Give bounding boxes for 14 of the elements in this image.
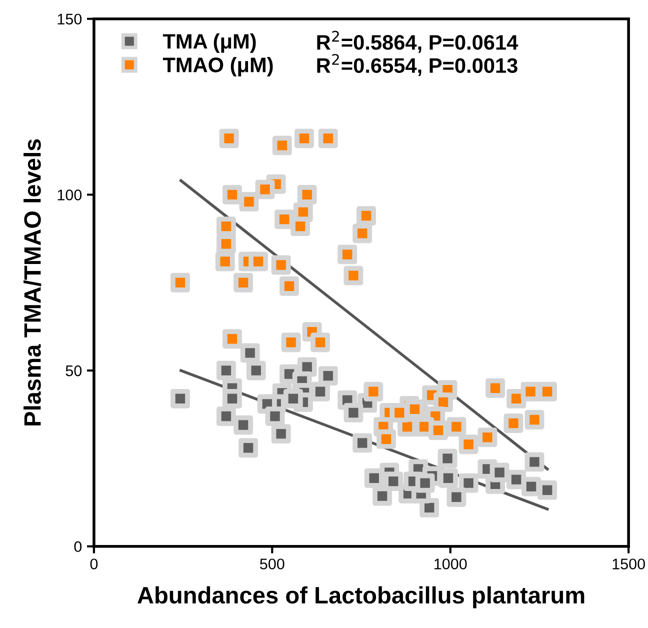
annotation: R$^{2}$=0.5864, P=0.0614 — [317, 30, 518, 53]
legend-label: TMAO (μM) — [162, 57, 273, 76]
y-tick-label: 50 — [66, 365, 82, 376]
annotation: R$^{2}$=0.6554, P=0.0013 — [317, 54, 518, 76]
y-tick-label: 0 — [74, 541, 82, 552]
legend-label: TMA (μM) — [162, 33, 256, 53]
x-tick-label: 0 — [90, 558, 98, 570]
x-tick-label: 1000 — [434, 558, 467, 570]
y-axis-title: Plasma TMA/TMAO levels — [24, 139, 42, 426]
x-axis-title: Abundances of Lactobacillus plantarum — [138, 586, 584, 608]
y-tick-label: 150 — [58, 14, 82, 25]
y-tick-label: 100 — [58, 190, 82, 200]
x-tick-label: 500 — [260, 558, 284, 570]
x-tick-label: 1500 — [612, 558, 645, 570]
